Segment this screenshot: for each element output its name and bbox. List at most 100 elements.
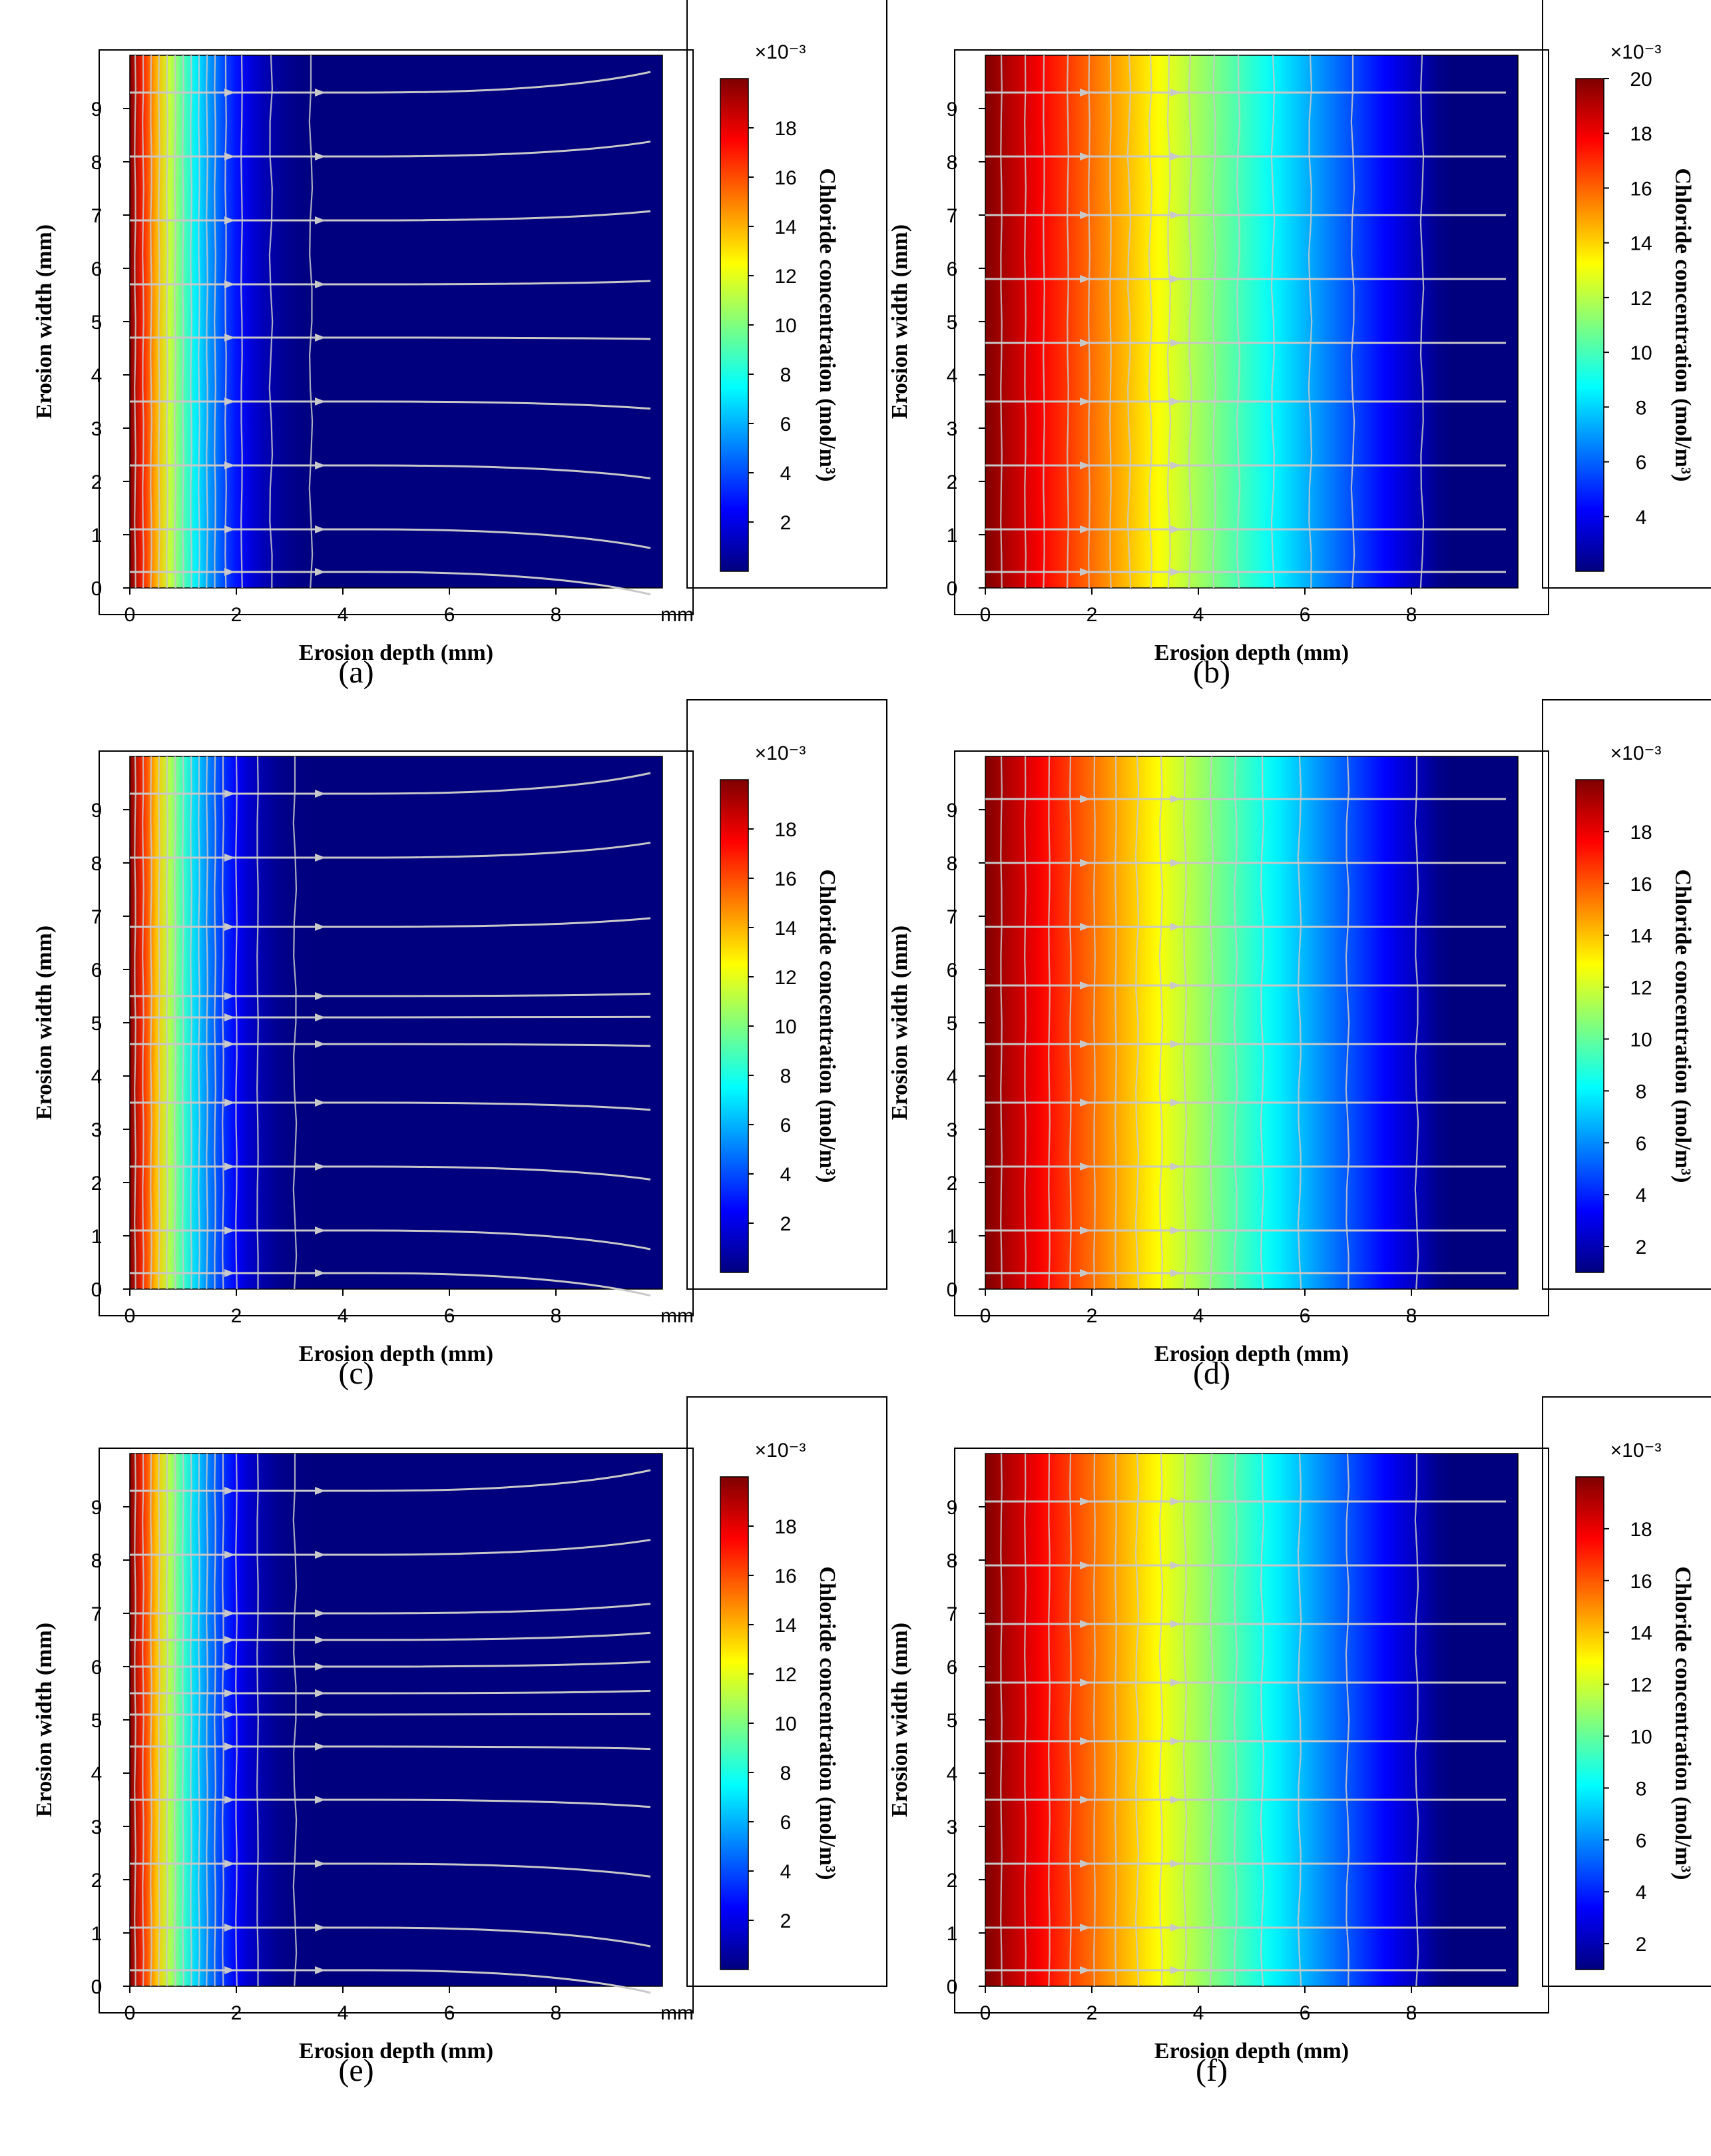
- colorbar-tick-label: 4: [1636, 1882, 1647, 1904]
- y-tick-label: 8: [947, 152, 958, 174]
- x-axis-label: Erosion depth (mm): [299, 1342, 493, 1366]
- streamline-arrow: [315, 461, 326, 469]
- colorbar-tick-label: 8: [1636, 1081, 1647, 1103]
- x-axis-label: Erosion depth (mm): [1154, 2039, 1349, 2063]
- streamline-arrow: [315, 525, 326, 533]
- colorbar-exponent: ×10⁻³: [1610, 742, 1662, 764]
- contour-line: [1166, 55, 1172, 589]
- colorbar-tick-label: 8: [780, 1065, 792, 1087]
- streamline-arrow: [315, 1689, 326, 1697]
- x-axis-label: Erosion depth (mm): [1154, 1342, 1349, 1366]
- streamline-arrow: [315, 1711, 326, 1719]
- streamline-arrow: [315, 1269, 326, 1277]
- colorbar-tick-label: 4: [1636, 507, 1647, 529]
- streamline: [130, 140, 651, 158]
- contour-line: [198, 756, 200, 1290]
- contour-line: [214, 1453, 216, 1987]
- streamline-arrow: [315, 1663, 326, 1671]
- colorbar-tick-label: 12: [774, 266, 796, 288]
- streamline-arrow: [224, 89, 235, 97]
- streamline-arrow: [1080, 1620, 1091, 1628]
- x-unit-label: mm: [660, 1305, 694, 1327]
- colorbar-tick-label: 20: [1630, 69, 1652, 91]
- colorbar-exponent: ×10⁻³: [1610, 1440, 1662, 1462]
- contour-line: [1182, 756, 1188, 1290]
- contour-line: [158, 756, 160, 1290]
- contour-line: [1212, 55, 1217, 589]
- streamline: [130, 1969, 651, 1994]
- colorbar-tick-label: 6: [780, 413, 792, 435]
- y-tick-label: 9: [947, 800, 958, 822]
- streamline-arrow: [224, 790, 235, 798]
- streamline-arrow: [1080, 1226, 1091, 1234]
- contour-line: [174, 55, 176, 589]
- streamline: [130, 210, 651, 222]
- streamline-arrow: [224, 461, 235, 469]
- x-unit-label: mm: [660, 2002, 694, 2024]
- colorbar-tick-label: 4: [780, 1164, 792, 1186]
- streamline-arrow: [315, 1487, 326, 1495]
- streamline-arrow: [315, 1636, 326, 1644]
- streamline: [130, 1862, 651, 1878]
- x-axis-label: Erosion depth (mm): [299, 641, 493, 665]
- y-tick-label: 8: [91, 1550, 103, 1572]
- y-tick-label: 7: [947, 1603, 958, 1625]
- contour-line: [222, 1453, 224, 1987]
- y-tick-label: 5: [947, 1710, 958, 1732]
- y-tick-label: 1: [947, 525, 958, 547]
- y-axis-label: Erosion width (mm): [32, 926, 57, 1120]
- streamline-arrow: [315, 1040, 326, 1048]
- streamline-arrow: [1170, 461, 1181, 469]
- streamline-arrow: [1170, 568, 1181, 576]
- colorbar-tick-label: 16: [774, 1565, 796, 1587]
- x-tick-label: 8: [1406, 604, 1417, 626]
- contour-line: [235, 756, 238, 1290]
- contour-line: [1114, 756, 1117, 1290]
- streamline: [130, 1661, 651, 1668]
- contour-line: [256, 756, 259, 1290]
- contour-line: [1134, 756, 1140, 1290]
- x-tick-label: 2: [1087, 2002, 1098, 2024]
- contour-line: [166, 1453, 168, 1987]
- colorbar-label: Chloride concentration (mol/m³): [1670, 869, 1695, 1183]
- panel-caption: (b): [1193, 655, 1230, 690]
- streamline-arrow: [224, 398, 235, 405]
- y-tick-label: 1: [91, 1226, 103, 1248]
- contour-line: [1126, 55, 1132, 589]
- streamline: [130, 1603, 651, 1615]
- y-tick-label: 3: [91, 1119, 103, 1141]
- contour-line: [142, 55, 144, 589]
- y-tick-label: 9: [947, 99, 958, 121]
- contour-line: [174, 1453, 176, 1987]
- x-axis-label: Erosion depth (mm): [1154, 641, 1349, 665]
- streamline: [130, 400, 651, 410]
- x-tick-label: 0: [124, 604, 136, 626]
- x-unit-label: mm: [660, 604, 694, 626]
- x-tick-label: 6: [1300, 604, 1311, 626]
- streamline-arrow: [315, 216, 326, 224]
- y-tick-label: 6: [947, 959, 958, 981]
- contour-line: [214, 55, 216, 589]
- x-tick-label: 0: [124, 1305, 136, 1327]
- contour-line: [1114, 1453, 1117, 1987]
- streamline-arrow: [224, 1226, 235, 1234]
- streamline: [130, 1165, 651, 1181]
- y-tick-label: 5: [91, 1013, 103, 1035]
- colorbar-tick-label: 4: [1636, 1185, 1647, 1207]
- streamline-arrow: [224, 1796, 235, 1804]
- y-tick-label: 9: [91, 99, 103, 121]
- streamline-arrow: [224, 1743, 235, 1751]
- streamline-arrow: [315, 1226, 326, 1234]
- contour-line: [142, 1453, 144, 1987]
- contour-line: [150, 55, 152, 589]
- colorbar-tick-label: 8: [780, 1762, 792, 1784]
- colorbar-tick-label: 4: [780, 1861, 792, 1883]
- contour-line: [1069, 756, 1072, 1290]
- contour-line: [198, 55, 200, 589]
- y-tick-label: 7: [947, 205, 958, 227]
- y-tick-label: 5: [91, 1710, 103, 1732]
- x-tick-label: 0: [980, 2002, 991, 2024]
- streamline-arrow: [1080, 1099, 1091, 1107]
- contour-line: [1270, 55, 1276, 589]
- streamline-arrow: [1080, 398, 1091, 405]
